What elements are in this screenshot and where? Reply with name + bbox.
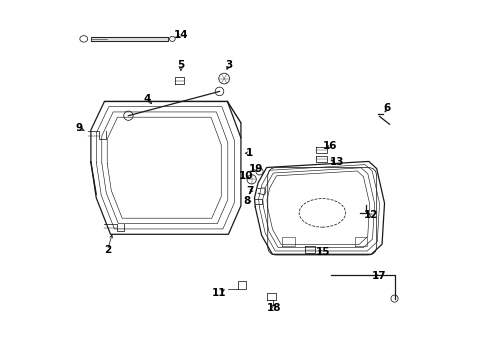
Text: 5: 5 xyxy=(177,60,184,70)
Text: 10: 10 xyxy=(238,171,252,181)
Text: 14: 14 xyxy=(174,30,188,40)
Text: 13: 13 xyxy=(329,157,343,167)
Text: 12: 12 xyxy=(363,210,377,220)
Text: 16: 16 xyxy=(322,141,337,151)
Text: 7: 7 xyxy=(246,186,253,196)
Text: 11: 11 xyxy=(212,288,226,297)
Text: 15: 15 xyxy=(315,247,330,257)
Text: 2: 2 xyxy=(103,246,111,255)
Text: 1: 1 xyxy=(245,148,253,158)
Text: 6: 6 xyxy=(383,103,390,113)
Text: 3: 3 xyxy=(224,60,232,70)
Text: 4: 4 xyxy=(143,94,150,104)
Text: 17: 17 xyxy=(371,271,386,282)
Text: 8: 8 xyxy=(243,196,250,206)
Text: 9: 9 xyxy=(76,123,83,133)
Text: 18: 18 xyxy=(266,303,281,313)
Text: 19: 19 xyxy=(248,164,263,174)
